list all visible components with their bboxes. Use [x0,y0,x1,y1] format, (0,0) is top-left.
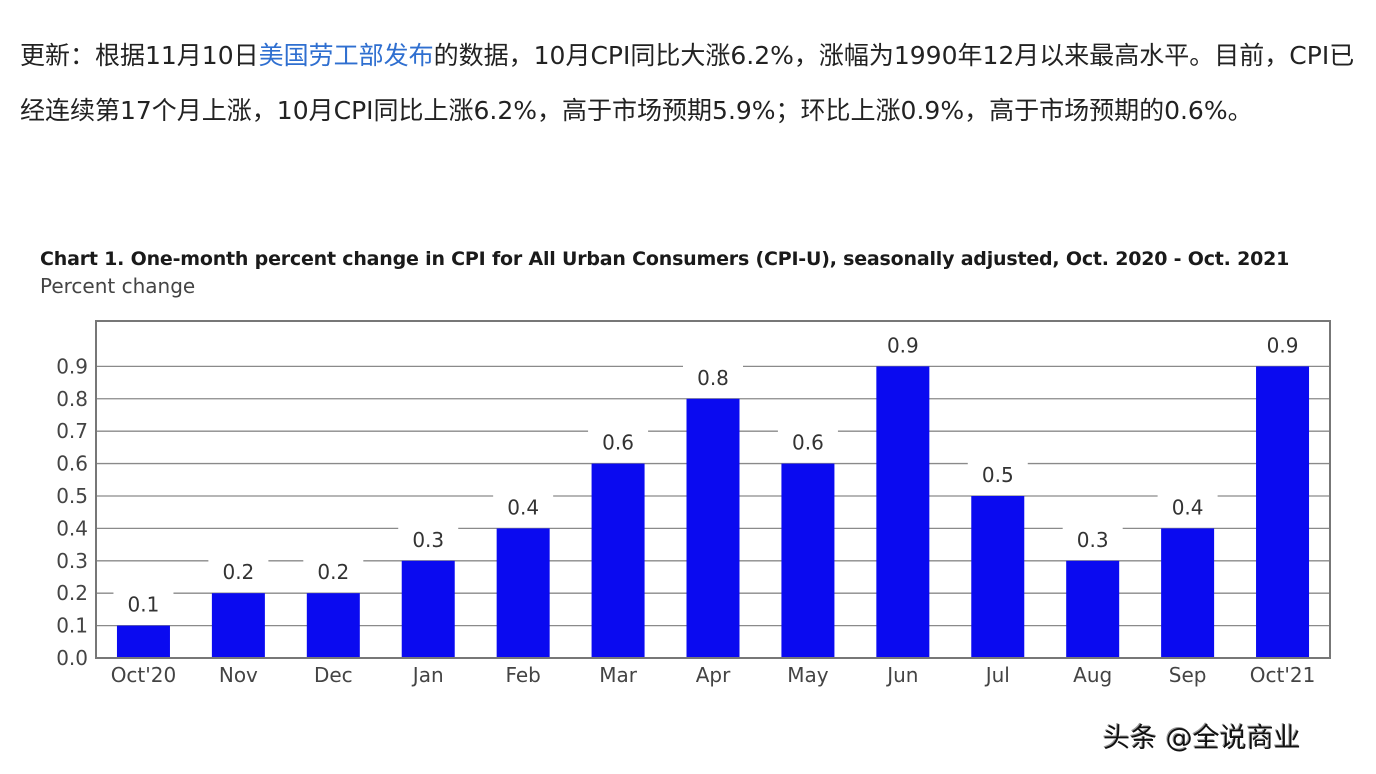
data-label: 0.4 [507,495,539,519]
bar [971,495,1025,658]
bar [401,560,455,658]
y-tick-label: 0.9 [56,354,88,378]
bar [686,398,740,658]
y-tick-label: 0.3 [56,549,88,573]
data-label: 0.6 [792,431,824,455]
x-tick-label: Nov [219,663,258,687]
data-label-bg [1157,490,1218,521]
bar [1161,528,1215,658]
plot-frame [95,320,1331,659]
data-label: 0.5 [982,463,1014,487]
y-tick-label: 0.5 [56,484,88,508]
data-label: 0.2 [222,560,254,584]
bar [306,593,360,658]
bar [1066,560,1120,658]
data-label-bg [1252,328,1313,359]
bar [211,593,265,658]
data-label: 0.8 [697,366,729,390]
data-label-bg [777,425,838,456]
data-label: 0.3 [412,528,444,552]
bar [496,528,550,658]
data-label-bg [303,555,364,586]
bar [116,625,170,658]
data-label-bg [208,555,269,586]
x-tick-label: Oct'21 [1250,663,1316,687]
x-tick-label: May [787,663,829,687]
data-label-bg [872,328,933,359]
x-tick-label: Aug [1073,663,1112,687]
x-tick-label: Feb [505,663,540,687]
x-tick-label: Jul [984,663,1010,687]
article-prefix: 更新：根据11月10日 [20,41,259,70]
article-body: 的数据，10月CPI同比大涨6.2%，涨幅为1990年12月以来最高水平。目前，… [20,41,1355,125]
y-tick-label: 0.4 [56,516,88,540]
x-tick-label: Dec [314,663,353,687]
x-tick-label: Apr [696,663,731,687]
data-label-bg [588,425,649,456]
data-label: 0.3 [1077,528,1109,552]
y-tick-label: 0.1 [56,614,88,638]
bar [781,463,835,658]
x-tick-label: Jan [411,663,444,687]
y-tick-label: 0.7 [56,419,88,443]
y-tick-label: 0.0 [56,646,88,670]
data-label: 0.2 [317,560,349,584]
y-tick-label: 0.8 [56,387,88,411]
watermark: 头条 @全说商业 [1103,723,1301,754]
y-axis-label: Percent change [40,274,196,298]
dol-link[interactable]: 美国劳工部发布 [258,41,434,70]
data-label: 0.4 [1172,495,1204,519]
bar [591,463,645,658]
data-label: 0.1 [128,593,160,617]
y-tick-label: 0.6 [56,452,88,476]
x-tick-label: Mar [599,663,638,687]
bar [876,366,930,658]
data-label: 0.9 [887,333,919,357]
data-label: 0.6 [602,431,634,455]
y-tick-label: 0.2 [56,581,88,605]
data-label-bg [398,522,459,553]
x-tick-label: Jun [885,663,918,687]
x-tick-label: Oct'20 [111,663,177,687]
data-label-bg [493,490,554,521]
bar [1256,366,1310,658]
data-label-bg [967,457,1028,488]
data-label-bg [113,587,174,618]
article-text: 更新：根据11月10日美国劳工部发布的数据，10月CPI同比大涨6.2%，涨幅为… [20,28,1360,138]
chart-title: Chart 1. One-month percent change in CPI… [40,248,1290,270]
data-label-bg [1062,522,1123,553]
data-label-bg [683,360,743,391]
x-tick-label: Sep [1169,663,1207,687]
data-label: 0.9 [1267,333,1299,357]
